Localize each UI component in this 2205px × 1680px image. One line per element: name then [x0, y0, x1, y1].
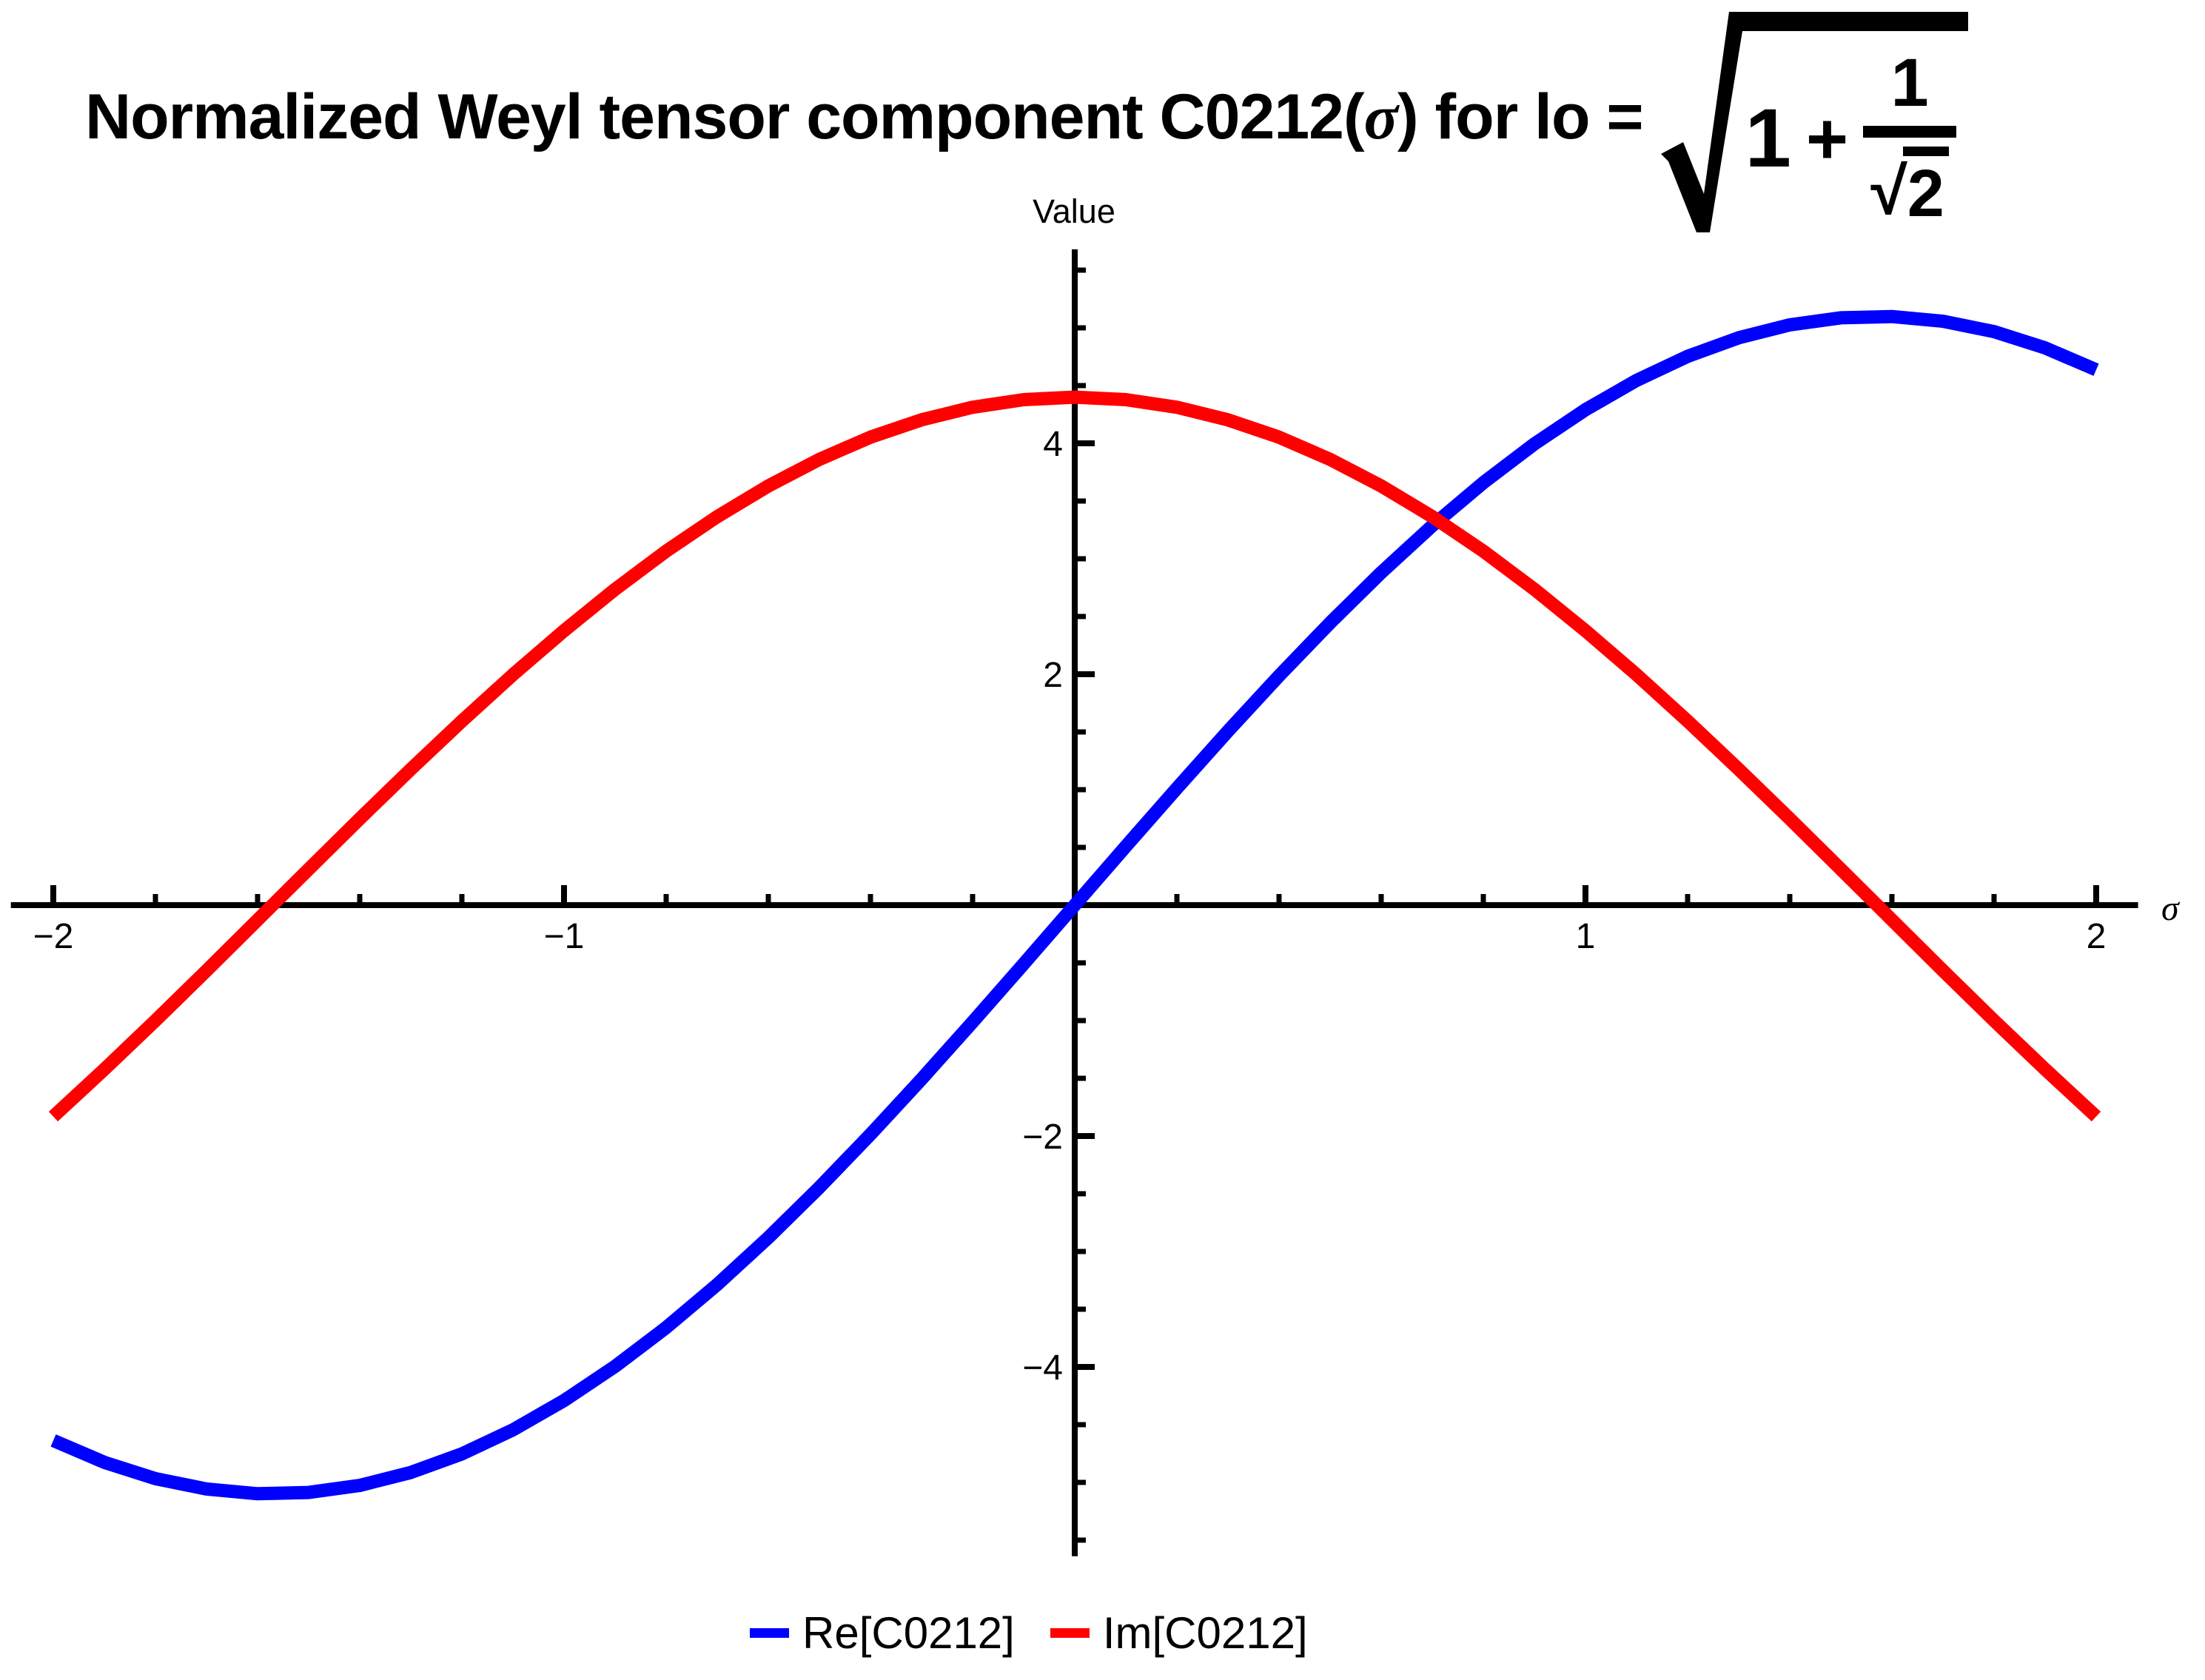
- radicand: 1 + 1 √ 2: [1739, 11, 1969, 231]
- title-sigma: σ: [1363, 81, 1398, 152]
- fraction-bar: [1863, 126, 1957, 138]
- re-line-swatch: [750, 1628, 789, 1638]
- x-tick-label: −2: [33, 917, 74, 956]
- curve-Re[C0212]: [50, 309, 2099, 1501]
- radicand-addend: 1: [1745, 91, 1791, 184]
- title-part2: ) for lo =: [1397, 81, 1644, 152]
- title-part1: Normalized Weyl tensor component C0212(: [85, 81, 1365, 152]
- legend-label-re: Re[C0212]: [802, 1608, 1015, 1658]
- chart-title: Normalized Weyl tensor component C0212(σ…: [85, 0, 1969, 234]
- fraction-denominator: √ 2: [1870, 147, 1949, 229]
- small-radical-icon: √: [1870, 155, 1907, 229]
- fraction-denominator-value: 2: [1902, 147, 1949, 227]
- y-tick-label: −4: [1022, 1348, 1063, 1388]
- x-tick-label: 2: [2087, 917, 2107, 956]
- legend-item-re: Re[C0212]: [750, 1607, 1015, 1659]
- curve-Im[C0212]: [48, 390, 2101, 1122]
- legend: Re[C0212] Im[C0212]: [750, 1607, 1308, 1659]
- fraction-numerator: 1: [1890, 45, 1929, 121]
- x-tick-label: −1: [544, 917, 585, 956]
- x-tick-label: 1: [1576, 917, 1596, 956]
- y-axis-label: Value: [1033, 192, 1115, 230]
- radical-sign-icon: [1660, 11, 1748, 232]
- plus-sign: +: [1805, 97, 1849, 179]
- im-line-swatch: [1050, 1628, 1090, 1638]
- chart-title-text: Normalized Weyl tensor component C0212(σ…: [85, 80, 1644, 154]
- x-axis-label: σ: [2161, 889, 2179, 928]
- legend-label-im: Im[C0212]: [1102, 1608, 1308, 1658]
- fraction: 1 √ 2: [1863, 45, 1957, 229]
- y-tick-label: 4: [1043, 425, 1063, 464]
- y-tick-label: −2: [1022, 1118, 1063, 1157]
- sqrt-expression: 1 + 1 √ 2: [1659, 11, 1969, 234]
- legend-item-im: Im[C0212]: [1050, 1607, 1308, 1659]
- y-tick-label: 2: [1043, 656, 1063, 695]
